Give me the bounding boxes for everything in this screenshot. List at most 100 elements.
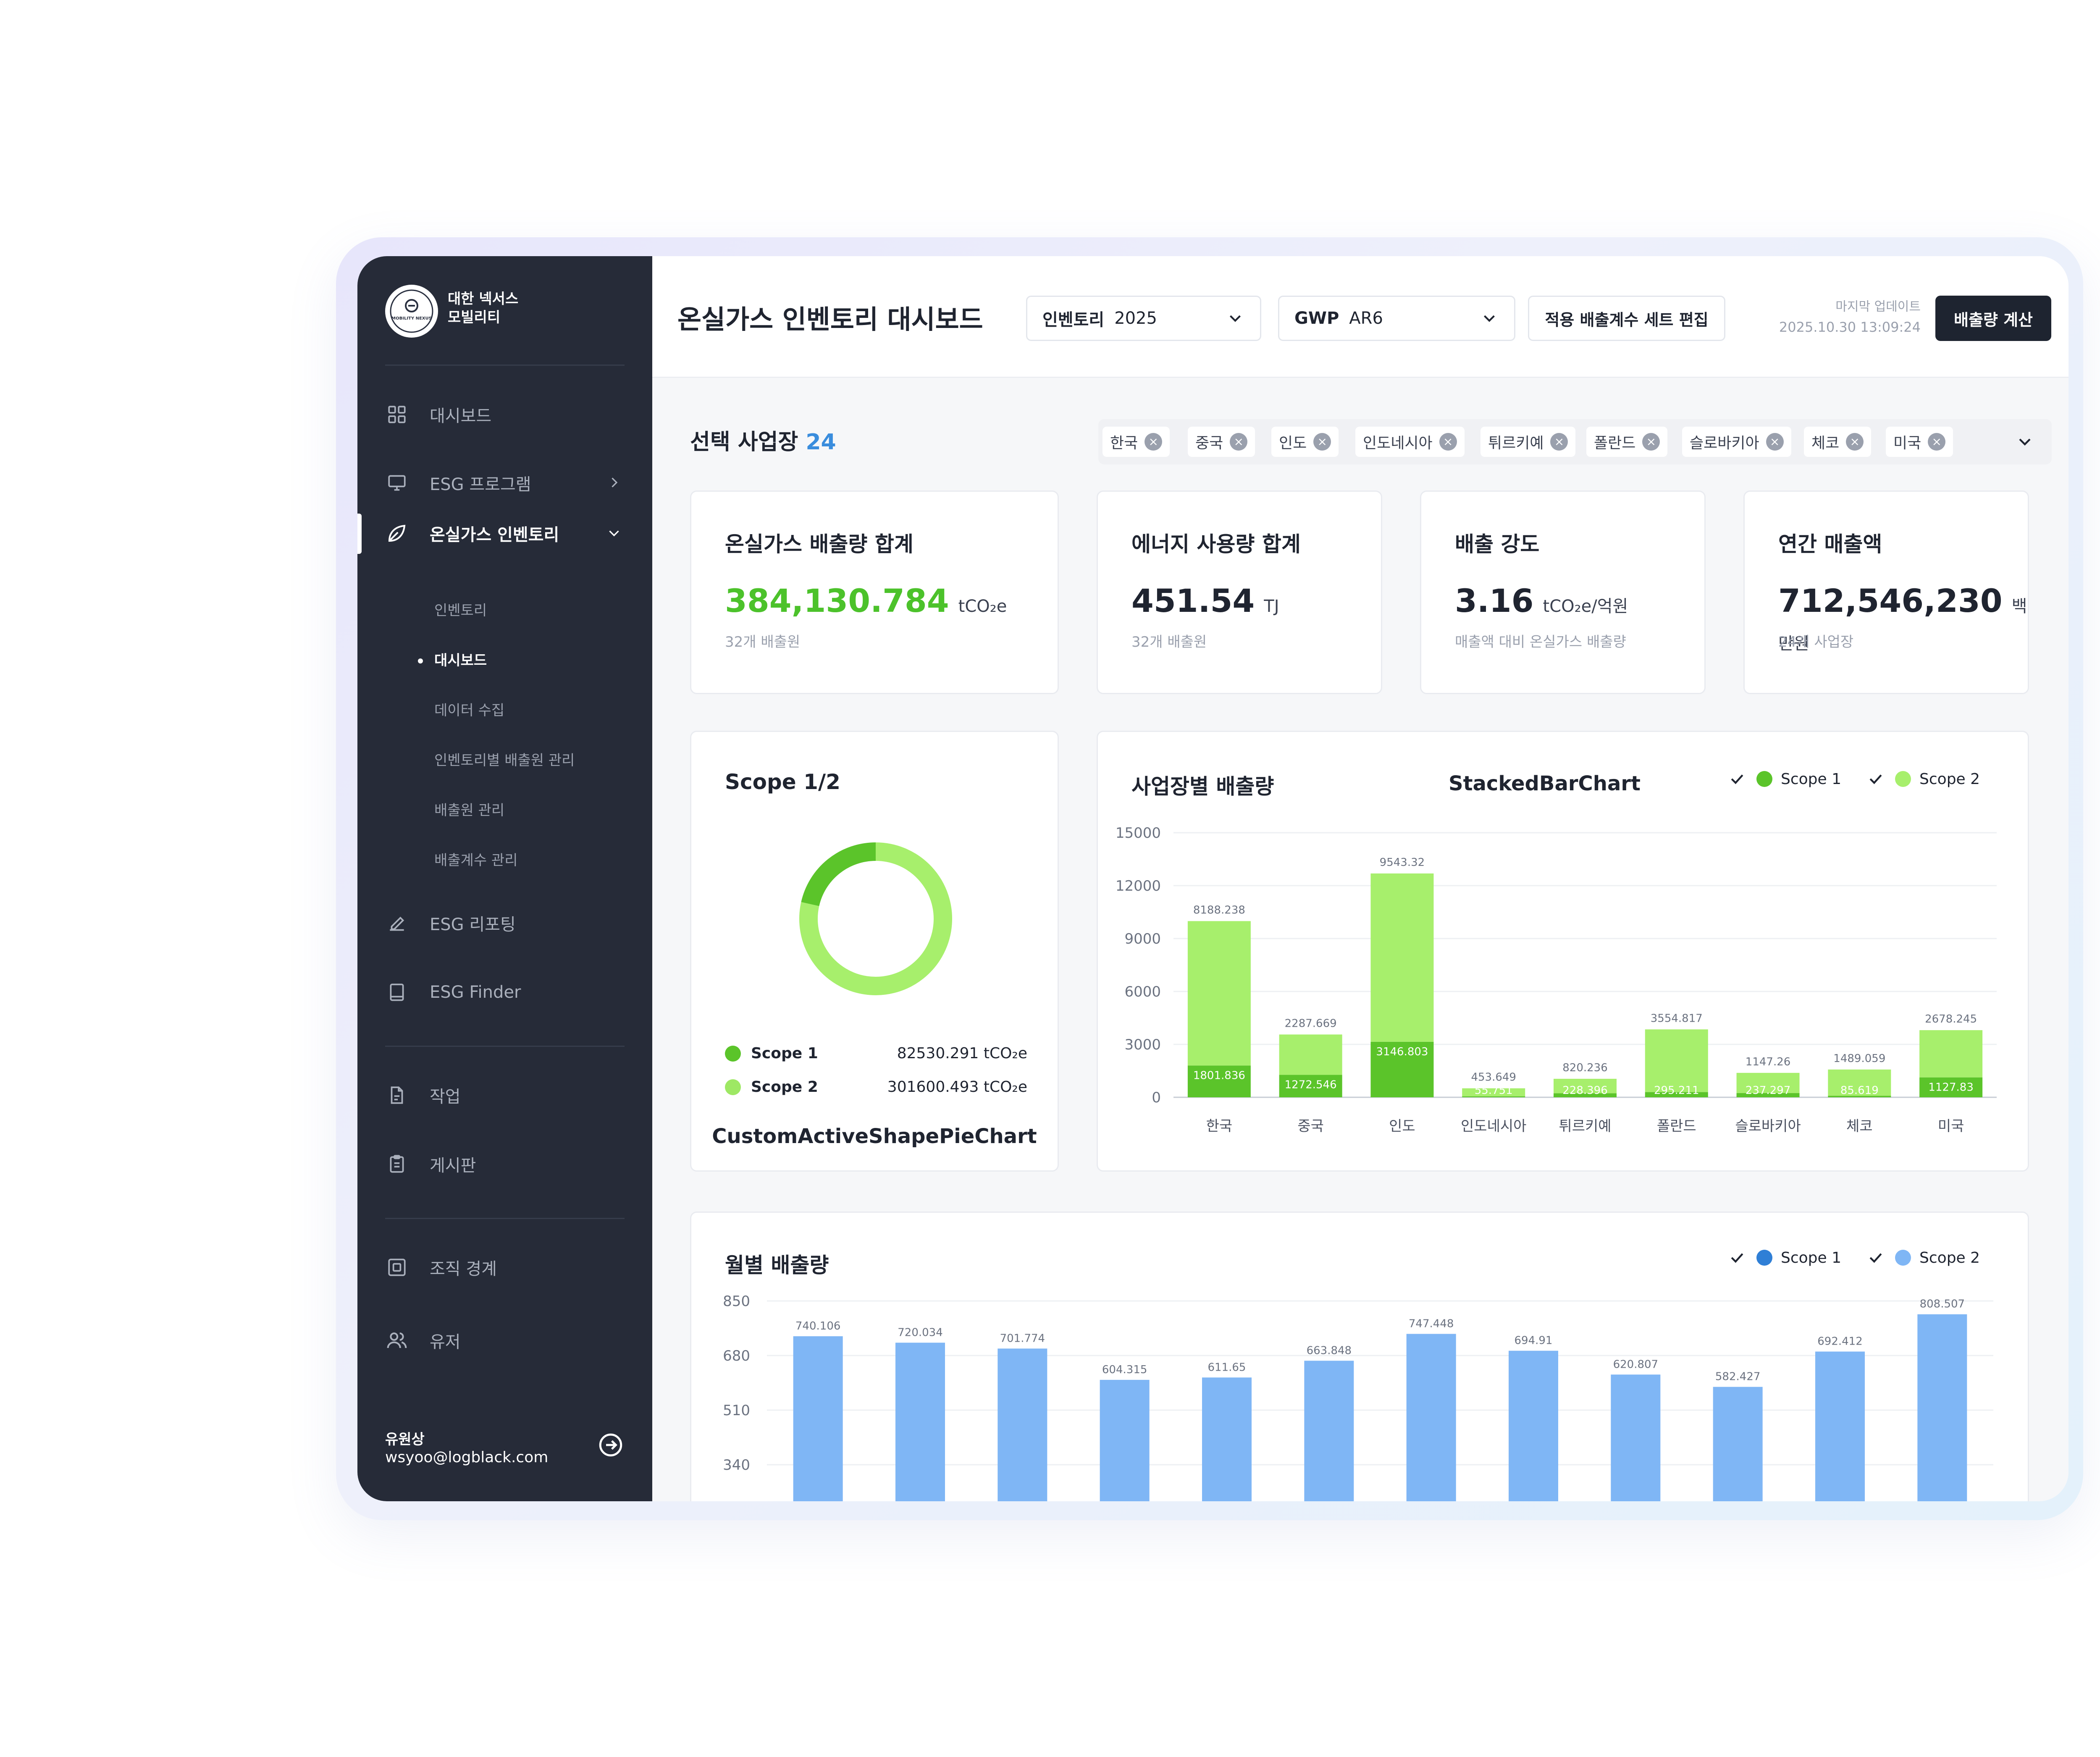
- remove-chip-icon[interactable]: ×: [1550, 433, 1568, 451]
- check-icon[interactable]: [1728, 770, 1746, 788]
- bar-scope1: [1554, 1093, 1617, 1097]
- x-tick-label: 미국: [1938, 1118, 1964, 1135]
- scope1-dot: [725, 1045, 741, 1062]
- nav-esg-reporting[interactable]: ESG 리포팅: [385, 906, 625, 940]
- y-tick-label: 3000: [1124, 1036, 1161, 1053]
- inventory-select[interactable]: 인벤토리 2025: [1026, 296, 1261, 341]
- chevron-down-icon[interactable]: [2015, 432, 2035, 452]
- scope1-legend-row: Scope 1 82530.291 tCO₂e: [725, 1045, 1027, 1062]
- scope2-value: 301600.493 tCO₂e: [887, 1078, 1027, 1096]
- chip-label: 인도: [1279, 435, 1307, 452]
- nav-org-boundary[interactable]: 조직 경계: [385, 1251, 625, 1284]
- kpi-title: 연간 매출액: [1778, 532, 1882, 556]
- y-tick-label: 510: [723, 1402, 750, 1419]
- remove-chip-icon[interactable]: ×: [1230, 433, 1248, 451]
- pencil-icon: [385, 911, 409, 935]
- y-tick-label: 12000: [1116, 878, 1161, 894]
- nav-esg-finder[interactable]: ESG Finder: [385, 976, 625, 1009]
- data-label-scope1: 237.297: [1746, 1084, 1791, 1097]
- bar-scope1: [1279, 1075, 1342, 1097]
- bar-scope1: [1645, 1092, 1708, 1097]
- check-icon[interactable]: [1728, 1248, 1746, 1267]
- chip-label: 체코: [1811, 435, 1840, 452]
- logout-icon[interactable]: [597, 1431, 625, 1459]
- nav-dashboard[interactable]: 대시보드: [385, 398, 625, 431]
- nav-tasks[interactable]: 작업: [385, 1078, 625, 1112]
- remove-chip-icon[interactable]: ×: [1144, 433, 1163, 451]
- kpi-subtext: 매출액 대비 온실가스 배출량: [1455, 634, 1626, 650]
- selected-sites: 선택 사업장 24: [690, 424, 836, 456]
- data-label-scope2: 8188.238: [1193, 904, 1245, 916]
- kpi-subtext: 32개 배출원: [1131, 634, 1207, 650]
- nav-board[interactable]: 게시판: [385, 1147, 625, 1181]
- subnav-source-mgmt[interactable]: 배출원 관리: [434, 802, 505, 819]
- x-tick-label: 인도네시아: [1461, 1118, 1526, 1135]
- scope-donut-chart[interactable]: [794, 837, 958, 1001]
- remove-chip-icon[interactable]: ×: [1642, 433, 1660, 451]
- data-label-scope2: 9543.32: [1380, 856, 1425, 869]
- data-label-scope2: 3554.817: [1651, 1012, 1703, 1025]
- selected-sites-count: 24: [806, 430, 836, 455]
- data-label-scope1: 3146.803: [1376, 1046, 1428, 1058]
- site-chip[interactable]: 튀르키예 ×: [1480, 427, 1576, 457]
- remove-chip-icon[interactable]: ×: [1439, 433, 1457, 451]
- monitor-icon: [385, 471, 409, 495]
- nav-ghg-inventory-label: 온실가스 인벤토리: [430, 525, 559, 545]
- kpi-title: 에너지 사용량 합계: [1131, 532, 1301, 556]
- data-label: 808.507: [1920, 1298, 1965, 1311]
- month-bar: [998, 1348, 1047, 1501]
- x-tick-label: 체코: [1846, 1118, 1873, 1135]
- nav-esg-program[interactable]: ESG 프로그램: [385, 466, 625, 500]
- site-chip[interactable]: 미국 ×: [1886, 427, 1953, 457]
- pie-chart-caption: CustomActiveShapePieChart: [712, 1125, 1037, 1148]
- kpi-unit: TJ: [1264, 597, 1279, 616]
- subnav-factor-mgmt[interactable]: 배출계수 관리: [434, 852, 518, 869]
- sidebar-divider: [385, 365, 625, 366]
- x-tick-label: 폴란드: [1657, 1118, 1696, 1135]
- nav-esg-program-label: ESG 프로그램: [430, 475, 531, 494]
- site-chip[interactable]: 폴란드 ×: [1586, 427, 1668, 457]
- month-bar: [1304, 1361, 1354, 1501]
- site-chip[interactable]: 슬로바키아 ×: [1682, 427, 1791, 457]
- subnav-inventory[interactable]: 인벤토리: [434, 602, 487, 619]
- kpi-unit: tCO₂e/억원: [1543, 597, 1628, 616]
- nav-tasks-label: 작업: [430, 1087, 461, 1107]
- subnav-dashboard[interactable]: 대시보드: [434, 652, 487, 669]
- last-update-time: 2025.10.30 13:09:24: [1779, 319, 1921, 335]
- y-tick-label: 680: [723, 1348, 750, 1364]
- nav-ghg-inventory[interactable]: 온실가스 인벤토리: [385, 517, 625, 550]
- legend-scope2: Scope 2: [1919, 770, 1980, 788]
- edit-factor-set-button[interactable]: 적용 배출계수 세트 편집: [1528, 296, 1725, 341]
- site-chip[interactable]: 인도 ×: [1271, 427, 1339, 457]
- check-icon[interactable]: [1866, 1248, 1885, 1267]
- logo-lettering: MOBILITY NEXUS: [391, 316, 432, 321]
- nav-board-label: 게시판: [430, 1156, 476, 1175]
- data-label-scope2: 820.236: [1562, 1062, 1608, 1074]
- remove-chip-icon[interactable]: ×: [1313, 433, 1331, 451]
- subnav-inventory-source-mgmt[interactable]: 인벤토리별 배출원 관리: [434, 752, 575, 769]
- y-tick-label: 0: [1152, 1089, 1161, 1106]
- remove-chip-icon[interactable]: ×: [1928, 433, 1946, 451]
- kpi-value: 384,130.784 tCO₂e: [725, 582, 1007, 619]
- site-chip[interactable]: 인도네시아 ×: [1355, 427, 1465, 457]
- site-chip[interactable]: 체코 ×: [1804, 427, 1872, 457]
- nav-users[interactable]: 유저: [385, 1324, 625, 1357]
- monthly-emissions-card: 월별 배출량 Scope 1 Scope 2 340 510 680 850 740.1…: [690, 1212, 2029, 1501]
- remove-chip-icon[interactable]: ×: [1846, 433, 1864, 451]
- remove-chip-icon[interactable]: ×: [1766, 433, 1784, 451]
- data-label: 720.034: [898, 1326, 943, 1339]
- gwp-select[interactable]: GWP AR6: [1278, 296, 1515, 341]
- legend-scope1: Scope 1: [1781, 770, 1842, 788]
- inventory-select-value: 2025: [1114, 309, 1157, 328]
- data-label: 663.848: [1307, 1344, 1352, 1357]
- calculate-emissions-button[interactable]: 배출량 계산: [1935, 296, 2051, 341]
- company-logo: MOBILITY NEXUS: [385, 285, 438, 338]
- data-label-scope2: 1489.059: [1833, 1052, 1885, 1065]
- check-icon[interactable]: [1866, 770, 1885, 788]
- site-chip[interactable]: 중국 ×: [1188, 427, 1255, 457]
- nav-dashboard-label: 대시보드: [430, 406, 492, 426]
- boundary-icon: [385, 1256, 409, 1279]
- site-chip[interactable]: 한국 ×: [1102, 427, 1170, 457]
- subnav-data-collection[interactable]: 데이터 수집: [434, 702, 505, 719]
- monthly-chart-legend: Scope 1 Scope 2: [1728, 1248, 1980, 1267]
